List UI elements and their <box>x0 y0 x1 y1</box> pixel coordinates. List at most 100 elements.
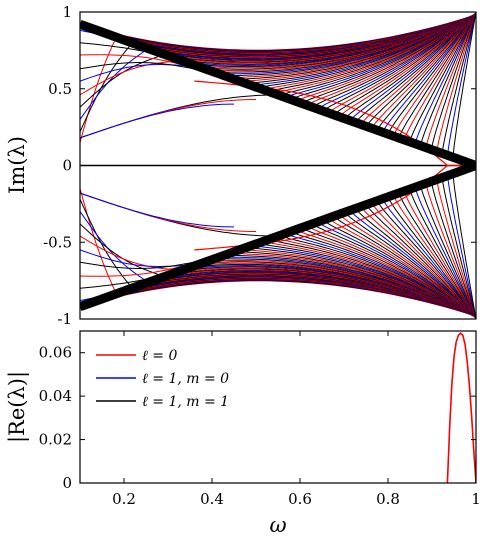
fan-line-lower <box>382 198 476 319</box>
fan-line-upper <box>398 12 476 139</box>
fan-line-lower <box>306 225 476 319</box>
fan-line-lower <box>398 192 476 319</box>
bottom-y-tick-label: 0.06 <box>39 344 72 362</box>
top-y-tick-label: 1 <box>62 3 72 21</box>
top-y-axis-label: Im(λ) <box>5 136 29 194</box>
fan-line-upper <box>355 12 476 123</box>
fan-line-upper <box>425 12 476 148</box>
fan-line-upper <box>447 12 476 156</box>
fan-line-upper <box>376 12 476 131</box>
fan-line-lower <box>430 181 476 319</box>
fan-line-lower <box>339 213 476 319</box>
top-y-tick-label: -1 <box>57 310 72 328</box>
fan-line-lower <box>403 190 476 319</box>
branch-curve <box>80 60 177 96</box>
top-y-tick-label: 0 <box>62 157 72 175</box>
bottom-y-ticks: 0.06 0.04 0.02 0 <box>39 344 476 492</box>
bottom-x-axis-label: ω <box>269 513 286 537</box>
fan-line-upper <box>295 12 476 102</box>
fan-line-upper <box>366 12 476 127</box>
fan-line-lower <box>387 196 476 319</box>
bottom-panel: 0.06 0.04 0.02 0 0.2 0.4 0.6 0.8 1 |Re(λ)| ω ℓ … <box>5 330 480 537</box>
fan-line-upper <box>312 12 476 108</box>
fan-line-upper <box>279 12 476 97</box>
fan-line-upper <box>382 12 476 133</box>
fan-line-upper <box>333 12 476 116</box>
branch-curve <box>80 39 116 143</box>
fan-line-upper <box>306 12 476 106</box>
fan-line-upper <box>436 12 476 152</box>
fan-line-lower <box>420 185 476 319</box>
fan-line-upper <box>328 12 476 114</box>
fan-line-lower <box>355 208 476 319</box>
bottom-x-tick-label: 0.8 <box>376 490 400 508</box>
fan-line-lower <box>447 175 476 319</box>
fan-line-upper <box>339 12 476 118</box>
bottom-y-tick-label: 0.02 <box>39 431 72 449</box>
fan-line-lower <box>409 188 476 319</box>
top-curves <box>80 12 476 319</box>
fan-line-upper <box>403 12 476 141</box>
fan-line-upper <box>344 12 476 120</box>
top-y-tick-label: 0.5 <box>48 80 72 98</box>
fan-line-lower <box>328 217 476 319</box>
fan-line-upper <box>322 12 476 112</box>
fan-line-upper <box>317 12 476 110</box>
top-panel: 1 0.5 0 -0.5 -1 Im(λ) <box>5 3 477 328</box>
fan-line-lower <box>414 187 476 319</box>
bottom-curves <box>446 332 476 483</box>
bottom-x-tick-label: 0.4 <box>200 490 224 508</box>
fan-line-lower <box>322 219 476 319</box>
fan-line-lower <box>279 234 476 319</box>
fan-line-lower <box>376 200 476 319</box>
fan-line-upper <box>371 12 476 129</box>
fan-line-lower <box>441 177 476 319</box>
fan-line-upper <box>301 12 476 104</box>
fan-line-lower <box>393 194 476 319</box>
fan-line-lower <box>371 202 476 319</box>
branch-curve <box>80 62 208 73</box>
top-y-ticks: 1 0.5 0 -0.5 -1 <box>43 3 476 328</box>
fan-line-upper <box>360 12 476 125</box>
series-line-l0 <box>446 332 476 483</box>
fan-line-lower <box>312 223 476 319</box>
fan-line-upper <box>414 12 476 144</box>
fan-line-lower <box>301 227 476 319</box>
legend-box <box>88 338 260 412</box>
legend-label-l0: ℓ = 0 <box>142 348 177 364</box>
fan-line-upper <box>393 12 476 137</box>
fan-line-upper <box>387 12 476 135</box>
fan-line-lower <box>349 209 476 319</box>
fan-line-upper <box>409 12 476 143</box>
fan-line-upper <box>420 12 476 146</box>
envelope-lower <box>80 161 476 311</box>
fan-line-upper <box>441 12 476 154</box>
legend-label-l1m0: ℓ = 1, m = 0 <box>142 371 229 387</box>
fan-line-lower <box>425 183 476 319</box>
bottom-axes-box <box>79 330 477 484</box>
legend: ℓ = 0 ℓ = 1, m = 0 ℓ = 1, m = 1 <box>88 338 260 412</box>
bottom-x-tick-label: 0.2 <box>112 490 136 508</box>
top-y-tick-label: -0.5 <box>43 233 72 251</box>
middle-curve <box>80 103 234 139</box>
branch-curve <box>80 258 208 269</box>
branch-curve <box>80 235 177 271</box>
fan-line-lower <box>452 173 476 319</box>
fan-line-upper <box>430 12 476 150</box>
fan-line-lower <box>360 206 476 319</box>
fan-line-upper <box>349 12 476 122</box>
bottom-y-tick-label: 0 <box>62 474 72 492</box>
fan-line-upper <box>452 12 476 158</box>
envelope-upper <box>80 20 476 170</box>
bottom-x-tick-label: 0.6 <box>288 490 312 508</box>
legend-label-l1m1: ℓ = 1, m = 1 <box>142 394 229 410</box>
fan-line-lower <box>366 204 476 319</box>
bottom-y-tick-label: 0.04 <box>39 387 72 405</box>
bottom-y-axis-label: |Re(λ)| <box>5 371 30 443</box>
bottom-x-ticks: 0.2 0.4 0.6 0.8 1 <box>112 331 480 508</box>
branch-curve <box>80 188 116 292</box>
fan-line-lower <box>295 229 476 319</box>
fan-line-lower <box>344 211 476 319</box>
fan-line-lower <box>333 215 476 319</box>
